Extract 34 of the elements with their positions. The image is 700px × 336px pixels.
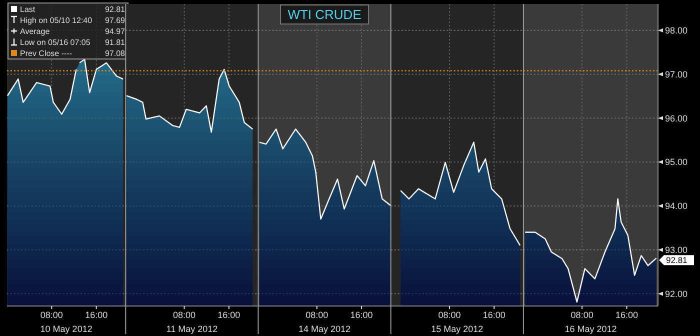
x-tick-label: 16:00	[482, 310, 506, 320]
y-tick-label: 92.00	[665, 288, 688, 299]
y-tick-label: 93.00	[665, 244, 688, 255]
annotation: Average	[20, 27, 50, 36]
y-tick-label: 94.00	[665, 201, 688, 212]
annotation: 91.81	[104, 38, 126, 47]
chart-title: WTI CRUDE	[288, 7, 362, 22]
x-axis-title: 11 May 2012	[166, 324, 218, 334]
annotation: 92.81	[666, 255, 688, 266]
x-tick-label: 08:00	[570, 310, 594, 320]
annotation: 92.81	[104, 5, 126, 14]
x-tick-label: 16:00	[85, 310, 108, 320]
x-tick-label: 16:00	[350, 310, 373, 320]
annotation: Low on 05/16 07:05	[20, 38, 91, 47]
x-axis-title: 10 May 2012	[40, 324, 92, 334]
x-tick-label: 08:00	[306, 310, 328, 320]
y-tick-label: 96.00	[665, 113, 688, 124]
x-tick-label: 08:00	[40, 310, 63, 320]
annotation: Prev Close ----	[20, 49, 72, 58]
x-axis-title: 15 May 2012	[431, 324, 484, 334]
x-axis-title: 14 May 2012	[298, 324, 351, 334]
y-tick-label: 98.00	[665, 25, 688, 36]
x-tick-label: 16:00	[615, 310, 638, 320]
annotation: Last	[20, 5, 36, 14]
annotation: 97.69	[104, 16, 126, 25]
x-tick-label: 08:00	[173, 310, 196, 320]
annotation: High on 05/10 12:40	[20, 16, 93, 25]
x-axis-title: 16 May 2012	[564, 324, 617, 334]
annotation: 94.97	[104, 27, 126, 36]
y-tick-label: 95.00	[665, 157, 688, 168]
y-tick-label: 97.00	[665, 69, 688, 80]
annotation: 97.08	[104, 49, 126, 58]
x-tick-label: 16:00	[218, 310, 240, 320]
x-tick-label: 08:00	[438, 310, 461, 320]
